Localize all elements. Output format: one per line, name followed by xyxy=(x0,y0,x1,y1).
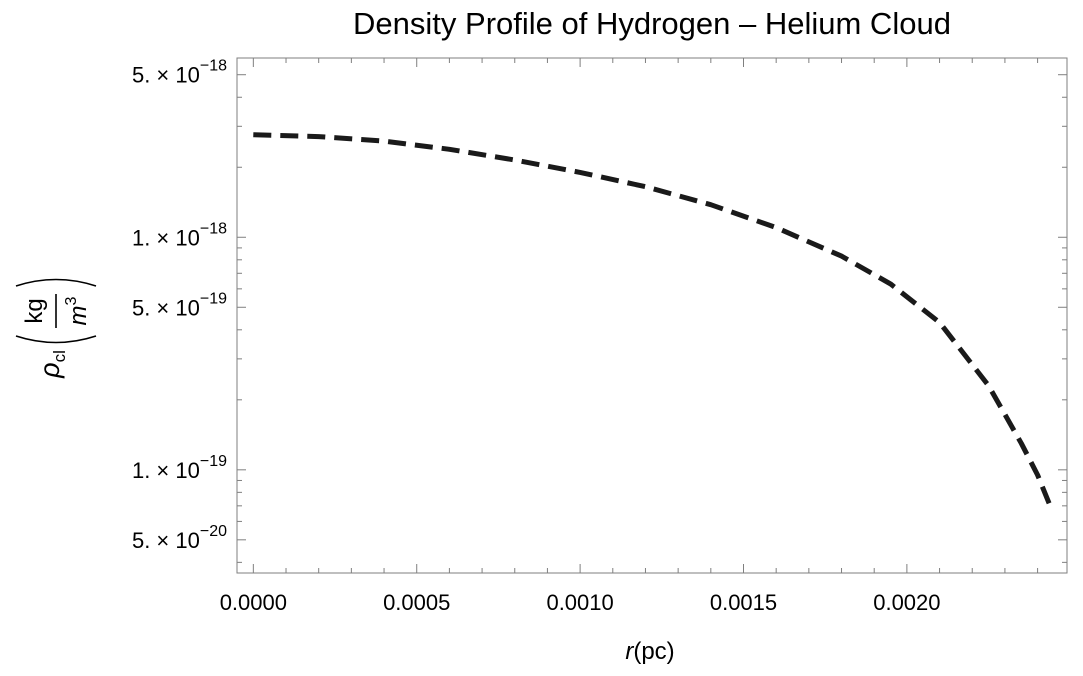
y-axis-label-symbol: ρcl xyxy=(35,350,69,379)
x-tick-label: 0.0015 xyxy=(710,590,777,615)
y-axis-label-rho: ρ xyxy=(35,362,65,378)
x-axis-label-unit: (pc) xyxy=(633,638,674,665)
y-tick-label: 1. × 10−19 xyxy=(132,453,227,483)
x-axis: 0.0000 0.0005 0.0010 0.0015 0.0020 xyxy=(220,58,1039,615)
series-line-1 xyxy=(253,132,1054,509)
y-tick-label: 1. × 10−18 xyxy=(132,220,227,250)
x-axis-label-variable: r xyxy=(625,638,634,665)
y-axis-label-denominator-power: 3 xyxy=(63,296,80,305)
y-tick-label: 5. × 10−19 xyxy=(132,290,227,320)
series-layer xyxy=(253,132,1054,509)
y-tick-label: 5. × 10−20 xyxy=(132,523,227,553)
y-axis: 5. × 10−18 1. × 10−18 5. × 10−19 1. × 10−19… xyxy=(132,58,1067,563)
chart-title: Density Profile of Hydrogen – Helium Clo… xyxy=(353,6,951,41)
y-axis-label-right-paren xyxy=(15,278,97,287)
y-axis-label-denominator-base: m xyxy=(65,305,92,325)
plot-frame xyxy=(236,57,1068,574)
x-tick-label: 0.0000 xyxy=(220,590,287,615)
y-axis-label-numerator: kg xyxy=(21,298,48,323)
x-tick-label: 0.0020 xyxy=(873,590,940,615)
y-axis-label-denominator: m3 xyxy=(63,296,92,325)
y-axis-label: ρcl kg m3 xyxy=(15,278,97,379)
y-axis-label-subscript: cl xyxy=(50,350,69,362)
x-axis-label: r(pc) xyxy=(625,638,674,665)
x-tick-label: 0.0010 xyxy=(546,590,613,615)
x-tick-label: 0.0005 xyxy=(383,590,450,615)
y-axis-label-left-paren xyxy=(15,335,97,344)
y-tick-label: 5. × 10−18 xyxy=(132,58,227,88)
